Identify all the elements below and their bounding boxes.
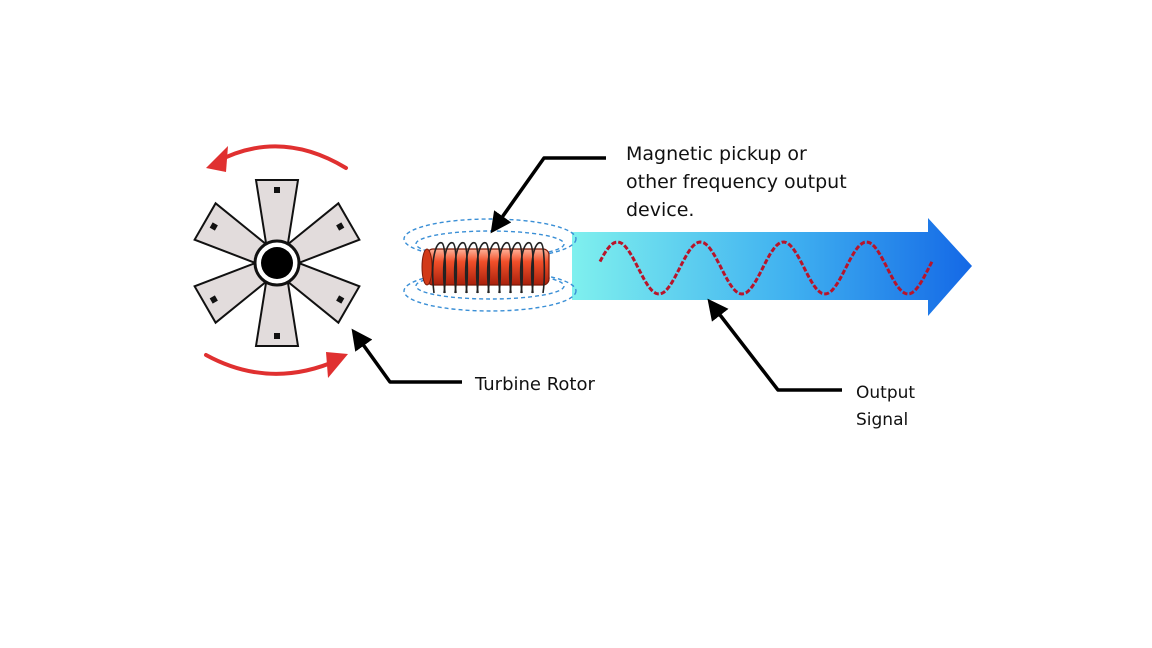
output-signal-label-line: Output: [856, 383, 916, 403]
blade-marker: [336, 222, 345, 231]
turbine-rotor-icon: [193, 179, 361, 347]
coil-wrap: [530, 242, 546, 294]
rotation-arrowheads: [206, 146, 348, 378]
blade-marker: [274, 187, 280, 193]
coil-wrap: [519, 242, 535, 294]
magnetic-coil-icon: [421, 242, 550, 294]
coil-wrap: [442, 242, 458, 294]
coil-wrap: [475, 242, 491, 294]
coil-wrap: [464, 242, 480, 294]
magnetic-pickup-label: Magnetic pickup or other frequency outpu…: [626, 140, 847, 224]
coil-wrap: [453, 242, 469, 294]
magnetic-pickup-label-line: device.: [626, 199, 695, 221]
turbine-rotor-label: Turbine Rotor: [475, 374, 595, 395]
magnetic-pickup-label-line: other frequency output: [626, 171, 847, 193]
blade-marker: [209, 222, 218, 231]
coil-wrap: [508, 242, 524, 294]
blade-marker: [274, 333, 280, 339]
blade-marker: [336, 295, 345, 304]
blade-marker: [209, 295, 218, 304]
rotor-hub: [261, 247, 293, 279]
output-signal-label-line: Signal: [856, 410, 909, 430]
leader-lines: [351, 156, 842, 392]
coil-wrap: [431, 242, 447, 294]
coil-wrap: [497, 242, 513, 294]
rotation-arrow-icon: [204, 144, 348, 376]
coil-wrap: [486, 242, 502, 294]
flow-arrow-icon: [572, 218, 972, 316]
output-signal-label: Output Signal: [856, 380, 915, 434]
magnetic-pickup-label-line: Magnetic pickup or: [626, 143, 807, 165]
sine-wave-icon: [598, 240, 934, 296]
